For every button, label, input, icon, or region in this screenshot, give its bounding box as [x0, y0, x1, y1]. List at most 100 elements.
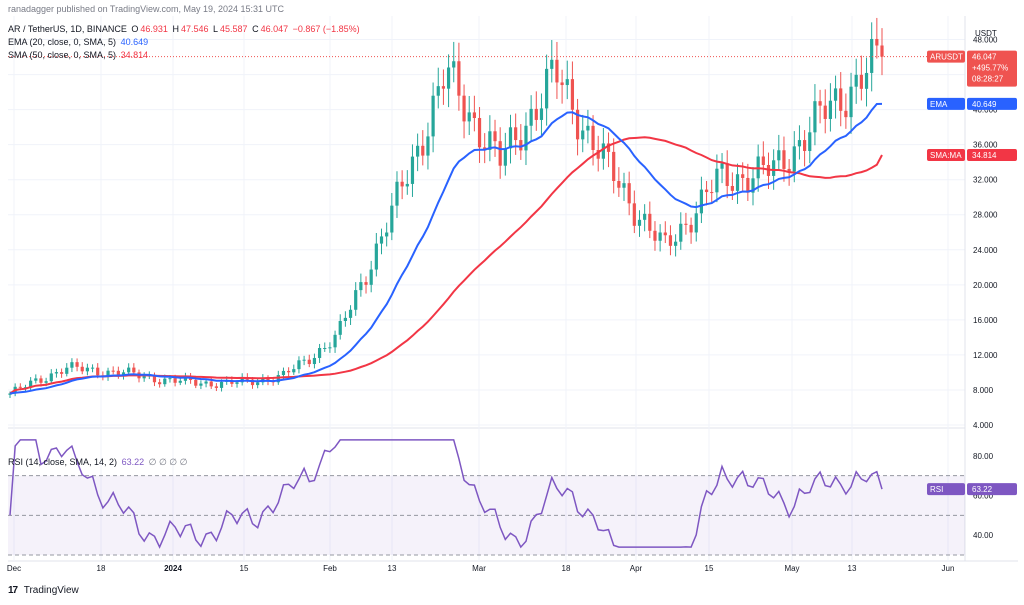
indicator-lines: [8, 56, 965, 549]
price-tag-value-box: [967, 50, 1017, 87]
candle-body: [581, 130, 585, 140]
price-tick-label: 24.000: [973, 246, 998, 255]
candle-body: [472, 112, 476, 119]
candle-body: [833, 88, 838, 101]
time-tick-label: 15: [705, 564, 714, 573]
price-tag-value: +495.77%: [972, 64, 1008, 73]
ema-value: 40.649: [120, 37, 149, 47]
tradingview-footer[interactable]: 17 TradingView: [8, 585, 79, 596]
time-tick-label: Jun: [942, 564, 955, 573]
candle-body: [369, 269, 373, 285]
rsi-tag-label-box: [927, 483, 965, 496]
price-tick-label: 20.000: [973, 281, 998, 290]
candle-body: [710, 192, 714, 194]
candle-body: [18, 386, 22, 388]
candle-body: [668, 235, 673, 246]
candle-body: [498, 141, 502, 166]
candle-body: [735, 174, 740, 191]
tradingview-logo: 17: [8, 585, 18, 596]
candle-body: [550, 59, 554, 69]
candle-body: [606, 143, 611, 152]
candle-body: [864, 72, 869, 89]
candle-body: [410, 156, 415, 184]
candle-body: [426, 136, 430, 156]
candle-body: [823, 105, 827, 119]
candle-body: [679, 223, 683, 242]
time-tick-label: 13: [388, 564, 397, 573]
candle-body: [116, 370, 120, 376]
published-line: ranadagger published on TradingView.com,…: [8, 4, 286, 14]
candle-body: [132, 367, 136, 373]
time-tick-label: Feb: [323, 564, 337, 573]
candle-body: [276, 375, 280, 383]
candle-body: [632, 203, 636, 226]
candle-body: [235, 382, 239, 384]
candle-body: [457, 61, 461, 96]
sma-legend[interactable]: SMA (50, close, 0, SMA, 5) 34.814: [8, 50, 150, 60]
candle-body: [446, 67, 451, 89]
candle-body: [720, 163, 724, 169]
time-tick-label: Dec: [7, 564, 21, 573]
candle-body: [596, 150, 600, 159]
candle-body: [622, 183, 626, 188]
candle-body: [648, 213, 652, 231]
candle-body: [106, 370, 110, 377]
candle-body: [524, 125, 528, 151]
candle-body: [359, 282, 363, 291]
ema-label: EMA (20, close, 0, SMA, 5): [8, 37, 117, 47]
ema-legend[interactable]: EMA (20, close, 0, SMA, 5) 40.649: [8, 37, 150, 47]
price-tag-label-box: [927, 50, 965, 63]
candle-body: [348, 309, 353, 318]
o-value: 46.931: [140, 24, 168, 34]
candle-body: [565, 79, 569, 86]
candle-body: [250, 379, 255, 386]
candle-body: [90, 367, 95, 369]
candle-body: [379, 236, 384, 244]
candle-body: [818, 101, 822, 106]
candle-body: [653, 230, 657, 241]
candle-body: [803, 140, 807, 151]
candle-body: [539, 108, 544, 120]
candle-body: [199, 383, 203, 386]
candle-body: [715, 168, 719, 193]
price-tick-label: 8.000: [973, 386, 994, 395]
rsi-line: [9, 439, 883, 549]
candle-body: [674, 241, 678, 246]
price-tick-label: 4.000: [973, 421, 994, 430]
rsi-legend[interactable]: RSI (14, close, SMA, 14, 2) 63.22 ∅ ∅ ∅ …: [8, 457, 189, 468]
candle-body: [354, 290, 358, 310]
candles: [8, 17, 884, 399]
h-label: H: [172, 24, 179, 34]
candle-body: [317, 348, 322, 358]
candle-body: [746, 177, 750, 193]
time-tick-label: 18: [97, 564, 106, 573]
candle-body: [70, 362, 74, 368]
sma-value: 34.814: [120, 50, 149, 60]
candle-body: [792, 146, 796, 172]
candle-body: [859, 74, 863, 89]
ohlc-legend[interactable]: AR / TetherUS, 1D, BINANCE O 46.931 H 47.5…: [8, 24, 362, 34]
candle-body: [152, 375, 157, 383]
price-tick-label: 40.000: [973, 106, 998, 115]
candle-body: [142, 376, 146, 379]
price-tag-label: ARUSDT: [930, 53, 963, 62]
candle-body: [34, 378, 38, 381]
candle-body: [689, 224, 693, 233]
candle-body: [643, 213, 647, 220]
candle-body: [111, 370, 115, 372]
ema-tag-value-box: [967, 97, 1017, 110]
candle-body: [436, 86, 440, 96]
rsi-label: RSI (14, close, SMA, 14, 2): [8, 457, 118, 467]
candle-body: [555, 59, 559, 83]
candle-body: [29, 380, 33, 388]
candle-body: [617, 180, 621, 188]
price-tick-label: 36.000: [973, 141, 998, 150]
candle-body: [323, 348, 327, 350]
sma-tag-label: SMA:MA: [930, 151, 962, 160]
symbol-title: AR / TetherUS, 1D, BINANCE: [8, 24, 127, 34]
candle-body: [343, 317, 347, 321]
candle-body: [416, 145, 420, 157]
candle-body: [302, 359, 306, 361]
candle-body: [658, 232, 662, 241]
